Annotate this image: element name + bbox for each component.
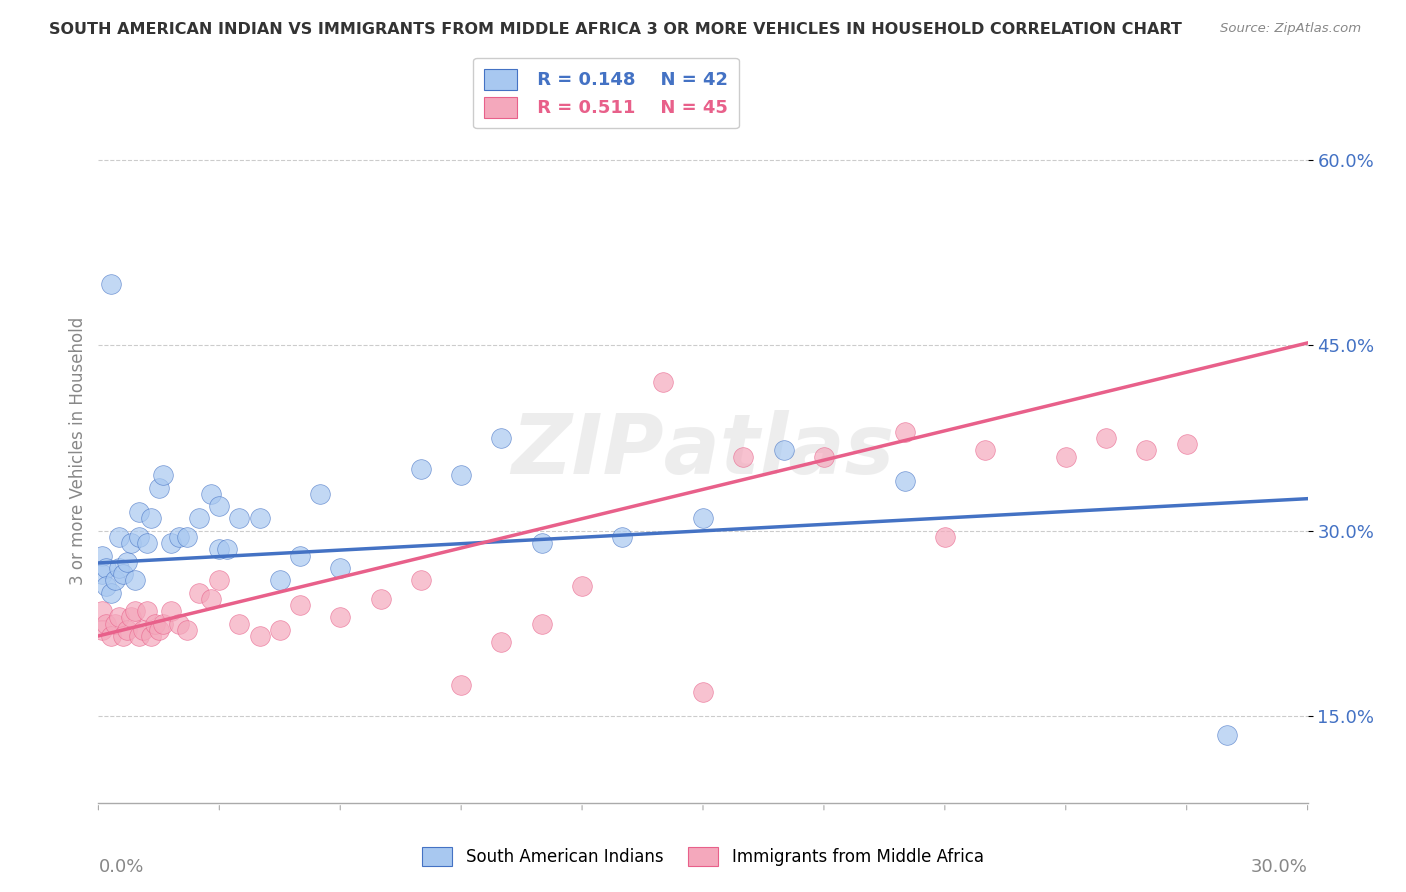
Point	[100, 629, 122, 643]
Point	[288, 549, 311, 563]
Point	[135, 536, 157, 550]
Point	[1054, 450, 1077, 464]
Point	[120, 536, 142, 550]
Point	[115, 623, 138, 637]
Point	[228, 511, 250, 525]
Point	[152, 616, 174, 631]
Point	[124, 574, 146, 588]
Point	[269, 574, 291, 588]
Point	[692, 511, 714, 525]
Legend:  R = 0.148    N = 42,  R = 0.511    N = 45: R = 0.148 N = 42, R = 0.511 N = 45	[474, 58, 740, 128]
Point	[208, 542, 231, 557]
Point	[120, 610, 142, 624]
Point	[1095, 431, 1118, 445]
Point	[135, 604, 157, 618]
Point	[148, 623, 170, 637]
Point	[143, 616, 166, 631]
Point	[934, 530, 956, 544]
Point	[309, 487, 332, 501]
Point	[176, 530, 198, 544]
Point	[329, 561, 352, 575]
Point	[288, 598, 311, 612]
Point	[148, 481, 170, 495]
Point	[692, 684, 714, 698]
Point	[612, 530, 634, 544]
Point	[893, 425, 915, 439]
Point	[100, 277, 122, 291]
Point	[152, 468, 174, 483]
Point	[103, 616, 125, 631]
Point	[139, 629, 162, 643]
Point	[132, 623, 155, 637]
Point	[370, 591, 392, 606]
Point	[96, 579, 118, 593]
Point	[139, 511, 162, 525]
Point	[530, 536, 553, 550]
Y-axis label: 3 or more Vehicles in Household: 3 or more Vehicles in Household	[69, 317, 87, 584]
Point	[124, 604, 146, 618]
Point	[651, 376, 673, 390]
Point	[571, 579, 593, 593]
Point	[167, 530, 190, 544]
Point	[249, 629, 271, 643]
Point	[128, 505, 150, 519]
Point	[228, 616, 250, 631]
Point	[160, 536, 183, 550]
Point	[1216, 728, 1239, 742]
Point	[91, 604, 114, 618]
Point	[491, 635, 513, 649]
Point	[249, 511, 271, 525]
Point	[167, 616, 190, 631]
Point	[128, 629, 150, 643]
Legend: South American Indians, Immigrants from Middle Africa: South American Indians, Immigrants from …	[416, 840, 990, 873]
Point	[115, 555, 138, 569]
Point	[91, 567, 114, 582]
Point	[100, 585, 122, 599]
Point	[450, 468, 472, 483]
Point	[200, 487, 222, 501]
Point	[1175, 437, 1198, 451]
Point	[96, 616, 118, 631]
Text: SOUTH AMERICAN INDIAN VS IMMIGRANTS FROM MIDDLE AFRICA 3 OR MORE VEHICLES IN HOU: SOUTH AMERICAN INDIAN VS IMMIGRANTS FROM…	[49, 22, 1182, 37]
Point	[200, 591, 222, 606]
Point	[107, 561, 129, 575]
Point	[111, 567, 134, 582]
Point	[91, 623, 114, 637]
Text: ZIP​atlas: ZIP​atlas	[512, 410, 894, 491]
Point	[329, 610, 352, 624]
Text: 0.0%: 0.0%	[98, 858, 143, 877]
Point	[160, 604, 183, 618]
Point	[188, 585, 211, 599]
Point	[91, 549, 114, 563]
Text: 30.0%: 30.0%	[1251, 858, 1308, 877]
Point	[176, 623, 198, 637]
Point	[733, 450, 755, 464]
Point	[450, 678, 472, 692]
Point	[208, 574, 231, 588]
Point	[269, 623, 291, 637]
Point	[188, 511, 211, 525]
Point	[409, 574, 432, 588]
Point	[530, 616, 553, 631]
Point	[772, 443, 794, 458]
Point	[107, 530, 129, 544]
Point	[96, 561, 118, 575]
Point	[893, 475, 915, 489]
Point	[128, 530, 150, 544]
Point	[107, 610, 129, 624]
Point	[491, 431, 513, 445]
Point	[1135, 443, 1157, 458]
Point	[409, 462, 432, 476]
Point	[217, 542, 239, 557]
Point	[813, 450, 835, 464]
Point	[974, 443, 997, 458]
Text: Source: ZipAtlas.com: Source: ZipAtlas.com	[1220, 22, 1361, 36]
Point	[111, 629, 134, 643]
Point	[103, 574, 125, 588]
Point	[208, 499, 231, 513]
